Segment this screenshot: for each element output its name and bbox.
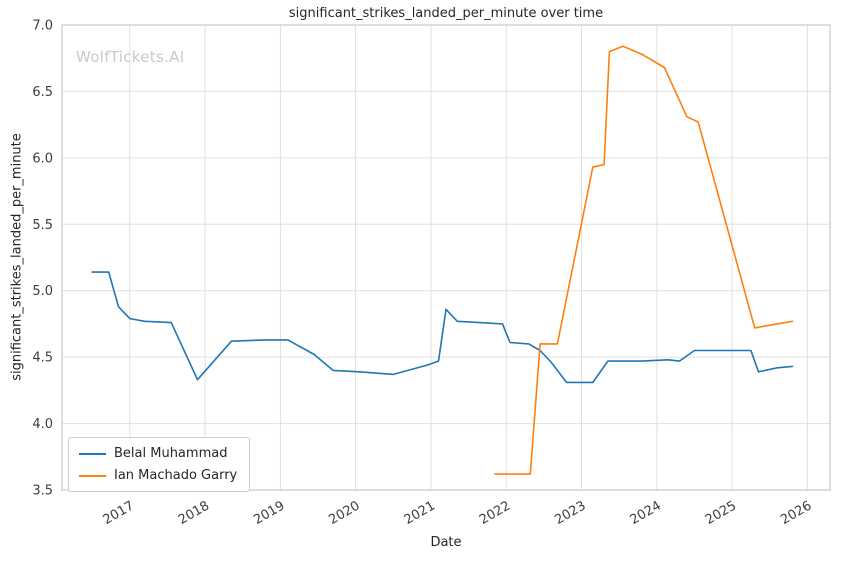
legend-item: Ian Machado Garry — [79, 468, 237, 483]
legend-line-swatch-series-0 — [79, 452, 106, 455]
x-axis-label: Date — [430, 535, 462, 550]
x-tick-label: 2024 — [628, 498, 664, 528]
legend-label: Belal Muhammad — [114, 446, 228, 461]
y-axis-label: significant_strikes_landed_per_minute — [9, 133, 25, 381]
y-tick-label: 4.0 — [32, 417, 53, 432]
watermark: WolfTickets.AI — [76, 48, 185, 66]
x-tick-label: 2019 — [251, 498, 287, 528]
x-tick-label: 2022 — [477, 498, 513, 528]
legend-item: Belal Muhammad — [79, 446, 237, 461]
x-tick-label: 2021 — [402, 498, 438, 528]
belal-muhammad-line — [91, 271, 794, 384]
x-tick-label: 2020 — [326, 498, 362, 528]
y-tick-label: 3.5 — [32, 484, 53, 499]
x-tick-label: 2017 — [101, 498, 137, 528]
y-tick-label: 6.0 — [32, 151, 53, 166]
plot-frame — [61, 24, 831, 491]
ian-machado-garry-line — [494, 45, 794, 475]
y-tick-label: 6.5 — [32, 85, 53, 100]
legend-label: Ian Machado Garry — [114, 468, 238, 483]
y-tick-label: 5.0 — [32, 284, 53, 299]
y-tick-label: 7.0 — [32, 19, 53, 34]
x-tick-label: 2023 — [552, 498, 588, 528]
y-tick-label: 4.5 — [32, 351, 53, 366]
x-tick-label: 2026 — [778, 498, 814, 528]
x-tick-label: 2025 — [703, 498, 739, 528]
legend-line-swatch-series-1 — [79, 474, 106, 477]
x-tick-label: 2018 — [176, 498, 212, 528]
legend: Belal Muhammad Ian Machado Garry — [68, 437, 251, 492]
chart-title: significant_strikes_landed_per_minute ov… — [288, 6, 604, 21]
y-tick-label: 5.5 — [32, 218, 53, 233]
